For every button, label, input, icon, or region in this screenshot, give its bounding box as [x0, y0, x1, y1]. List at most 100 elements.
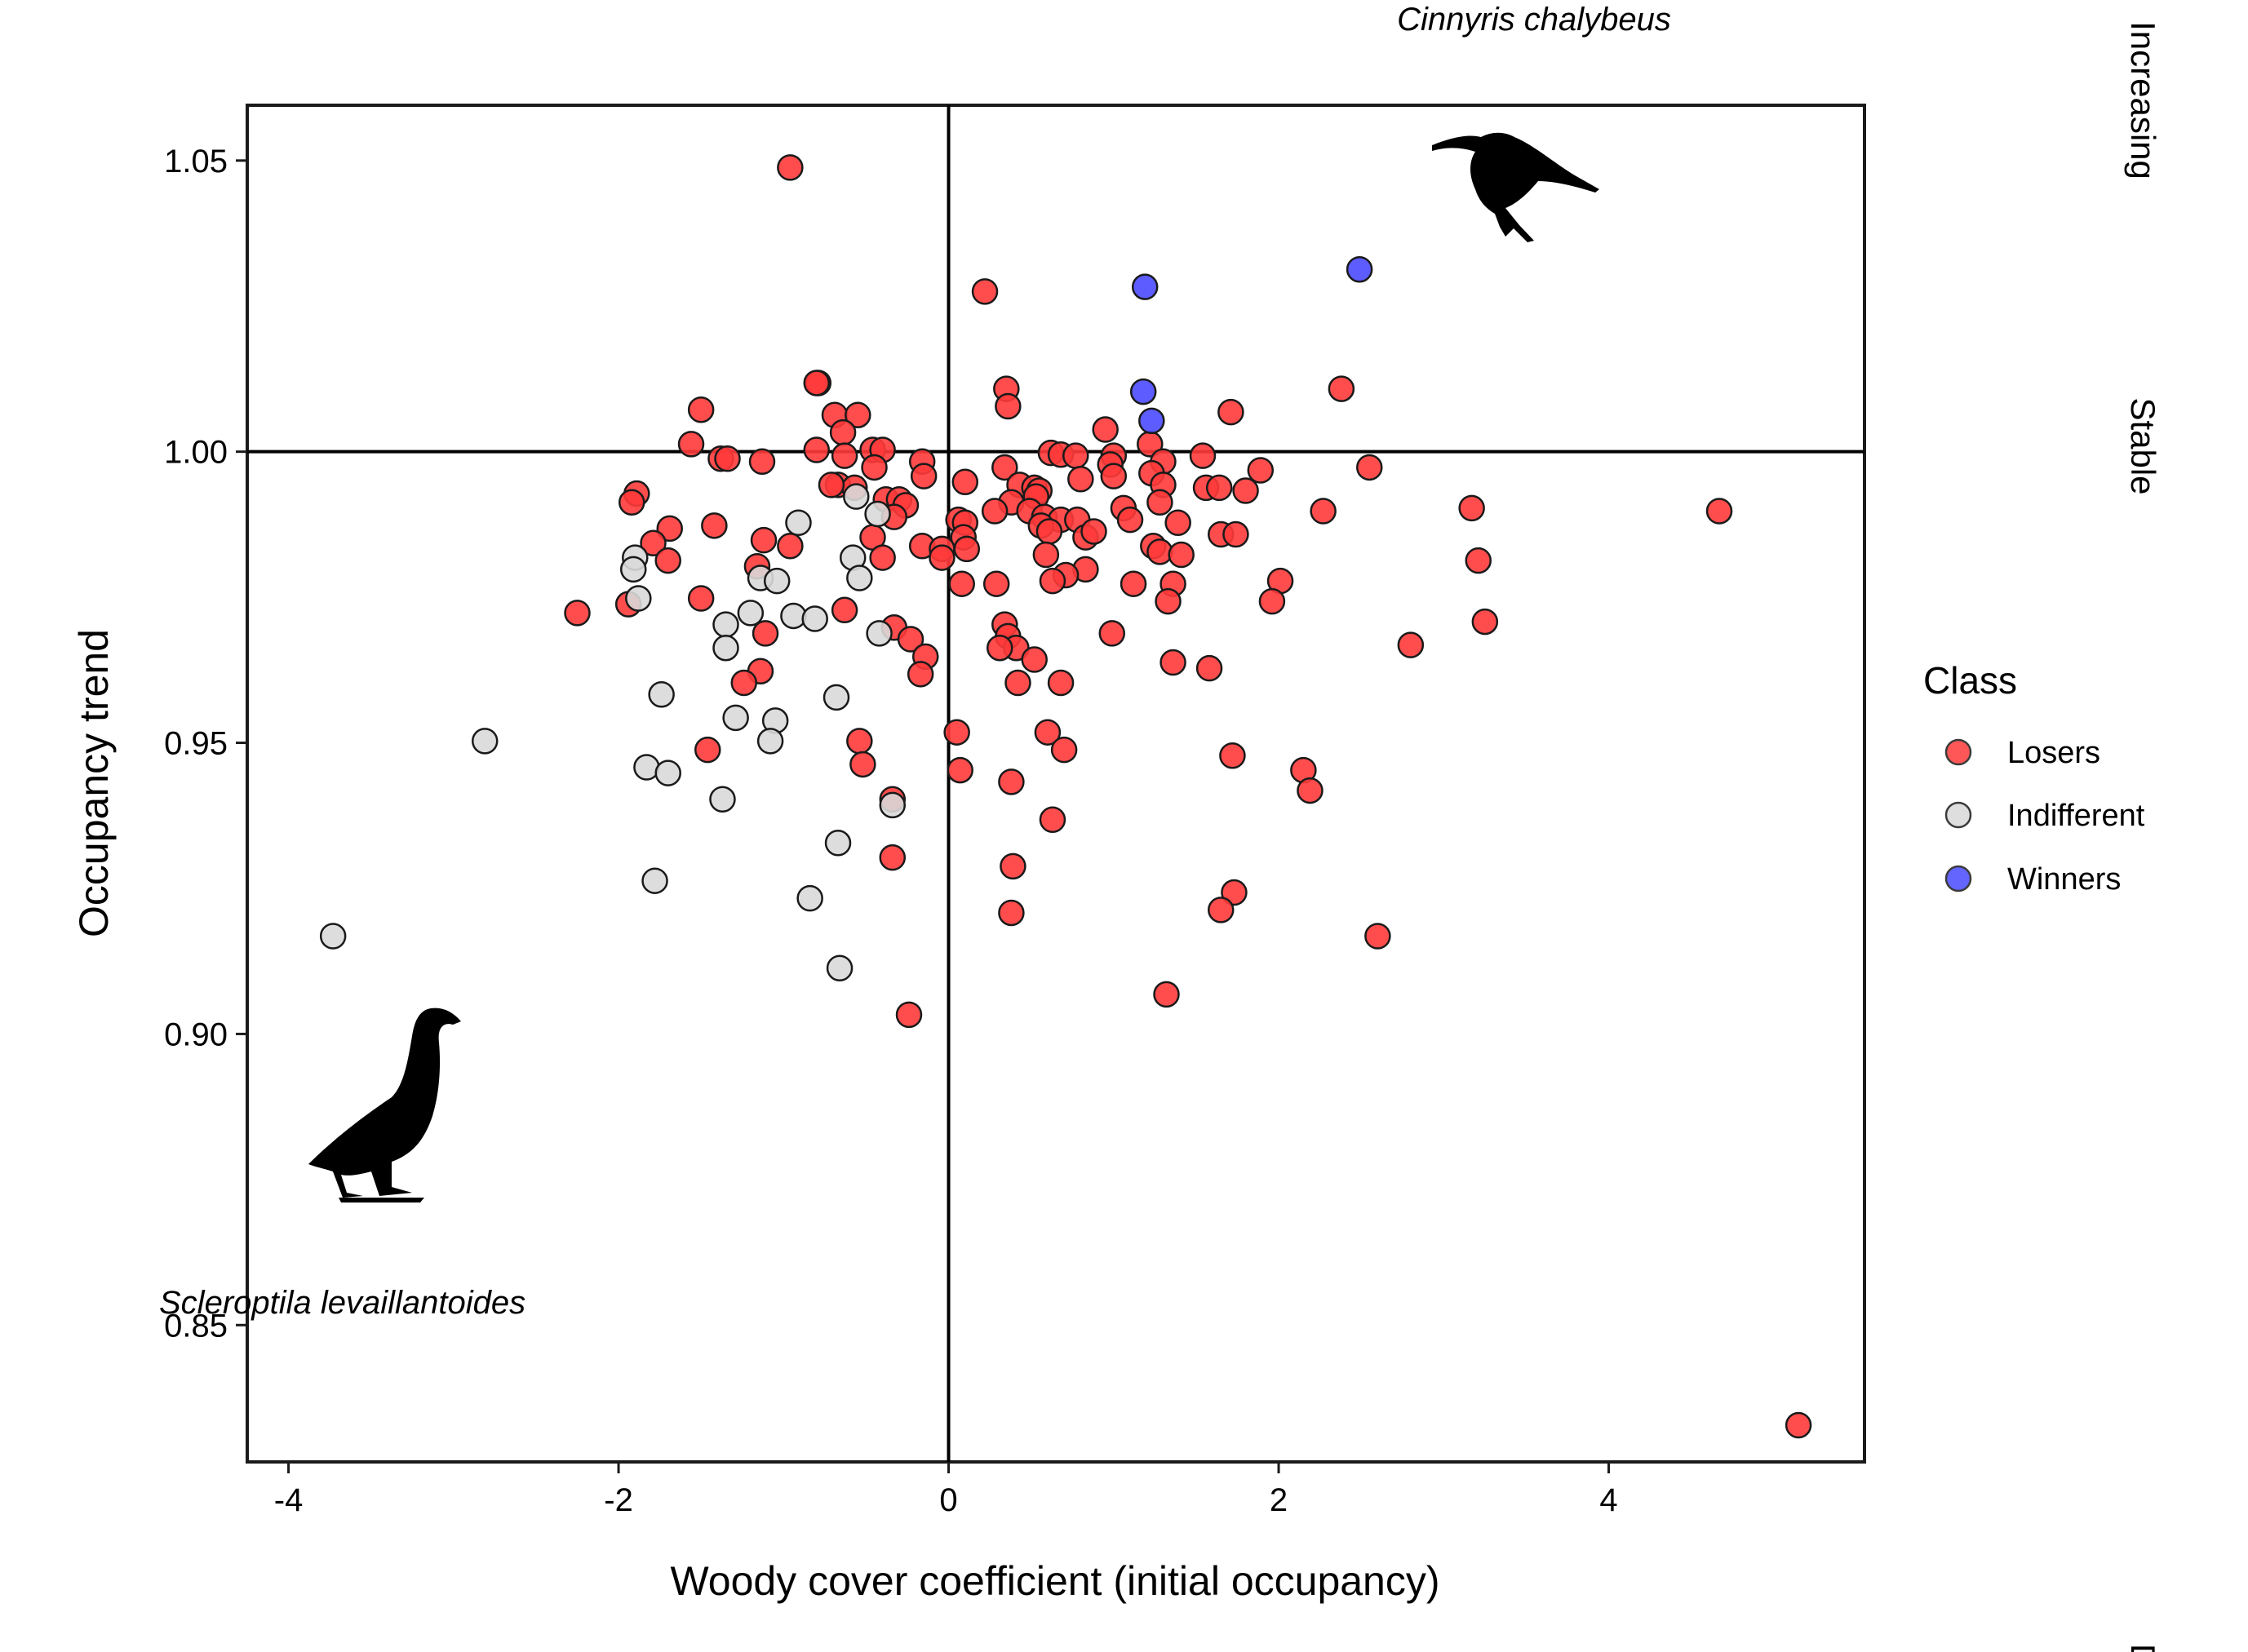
data-point-losers — [971, 278, 999, 305]
data-point-indifferent — [822, 684, 850, 711]
data-point-indifferent — [843, 483, 870, 510]
plot-panel — [246, 104, 1866, 1464]
data-point-losers — [1047, 669, 1075, 697]
data-point-losers — [1310, 498, 1337, 525]
data-point-losers — [998, 768, 1025, 795]
data-point-losers — [897, 626, 924, 653]
data-point-losers — [1195, 654, 1223, 682]
data-point-losers — [1785, 1411, 1812, 1439]
data-point-losers — [1021, 646, 1048, 673]
y-tick-label: 1.05 — [164, 144, 228, 179]
data-point-indifferent — [620, 556, 647, 583]
data-point-indifferent — [756, 728, 784, 755]
data-point-winners — [1346, 256, 1373, 283]
legend-label-indifferent: Indifferent — [2007, 799, 2145, 833]
y-tick-label: 0.85 — [164, 1308, 228, 1344]
data-point-losers — [1232, 477, 1259, 504]
data-point-losers — [845, 401, 871, 428]
data-point-losers — [1328, 375, 1355, 402]
data-point-losers — [831, 442, 858, 469]
data-point-indifferent — [641, 867, 668, 894]
data-point-losers — [1039, 567, 1066, 595]
data-point-indifferent — [824, 830, 852, 857]
data-point-losers — [1000, 853, 1026, 880]
data-point-losers — [694, 736, 721, 764]
data-point-indifferent — [763, 567, 791, 595]
bottom-species-label: Scleroptila levaillantoides — [159, 1285, 525, 1321]
data-point-losers — [1067, 465, 1094, 493]
data-point-losers — [1258, 587, 1286, 615]
x-tick-label: 0 — [939, 1482, 957, 1518]
data-point-losers — [1247, 457, 1275, 484]
x-axis-ticks: -4 -2 0 2 4 — [274, 1462, 1618, 1518]
data-point-indifferent — [864, 500, 891, 528]
data-point-losers — [1164, 509, 1191, 536]
data-point-losers — [752, 620, 779, 647]
data-point-losers — [981, 498, 1009, 525]
data-point-losers — [777, 533, 804, 560]
data-point-indifferent — [785, 509, 812, 536]
data-point-losers — [654, 547, 681, 574]
data-point-losers — [831, 596, 858, 624]
data-point-indifferent — [648, 681, 675, 708]
data-point-losers — [1465, 547, 1492, 574]
data-point-losers — [1100, 463, 1128, 489]
y-tick-label: 0.95 — [164, 726, 228, 762]
data-point-indifferent — [801, 605, 828, 632]
data-point-indifferent — [471, 728, 499, 755]
data-point-losers — [1207, 897, 1235, 923]
data-point-losers — [750, 526, 778, 554]
data-point-losers — [829, 419, 857, 446]
data-point-losers — [640, 529, 667, 556]
sunbird-silhouette-icon — [1432, 132, 1599, 242]
data-point-indifferent — [879, 791, 907, 819]
data-point-indifferent — [654, 760, 681, 786]
data-point-losers — [846, 728, 873, 755]
side-label-increasing: Increasing — [2124, 21, 2162, 179]
data-point-indifferent — [709, 786, 736, 813]
data-point-losers — [1217, 398, 1244, 426]
data-point-losers — [861, 454, 888, 481]
data-point-losers — [1050, 736, 1078, 764]
data-point-losers — [1120, 570, 1147, 597]
legend-label-winners: Winners — [2007, 862, 2121, 897]
x-tick-label: 2 — [1270, 1482, 1288, 1518]
y-tick-label: 1.00 — [164, 435, 228, 471]
data-point-losers — [656, 515, 683, 543]
data-point-indifferent — [319, 923, 347, 950]
data-point-losers — [1032, 541, 1060, 569]
x-tick-label: -2 — [604, 1482, 633, 1518]
legend-marker-winners — [1944, 865, 1972, 892]
data-point-losers — [948, 570, 975, 597]
side-label-declining: D — [2124, 1644, 2162, 1652]
data-point-losers — [1146, 489, 1173, 516]
data-point-indifferent — [625, 585, 652, 612]
data-point-losers — [1189, 442, 1217, 469]
data-point-losers — [818, 472, 845, 498]
data-point-indifferent — [846, 565, 873, 591]
data-point-losers — [1356, 454, 1383, 481]
data-point-losers — [991, 454, 1018, 481]
data-point-losers — [1364, 923, 1391, 950]
data-point-losers — [998, 899, 1025, 927]
data-point-losers — [677, 431, 705, 458]
x-tick-label: 4 — [1599, 1482, 1617, 1518]
data-point-losers — [1168, 541, 1195, 569]
data-point-losers — [1062, 442, 1089, 469]
data-point-losers — [943, 719, 970, 746]
data-point-winners — [1129, 378, 1157, 405]
data-point-losers — [869, 544, 896, 571]
data-point-losers — [748, 448, 776, 476]
data-point-losers — [895, 1001, 923, 1029]
data-point-losers — [803, 370, 830, 396]
data-point-losers — [1205, 474, 1233, 502]
top-species-label: Cinnyris chalybeus — [1397, 2, 1671, 38]
legend-title: Class — [1923, 659, 2017, 702]
data-point-losers — [1458, 494, 1485, 522]
legend-marker-losers — [1944, 738, 1972, 766]
data-point-winners — [1138, 407, 1165, 435]
data-point-losers — [687, 396, 715, 423]
data-point-losers — [947, 756, 973, 784]
data-point-losers — [1039, 806, 1066, 834]
